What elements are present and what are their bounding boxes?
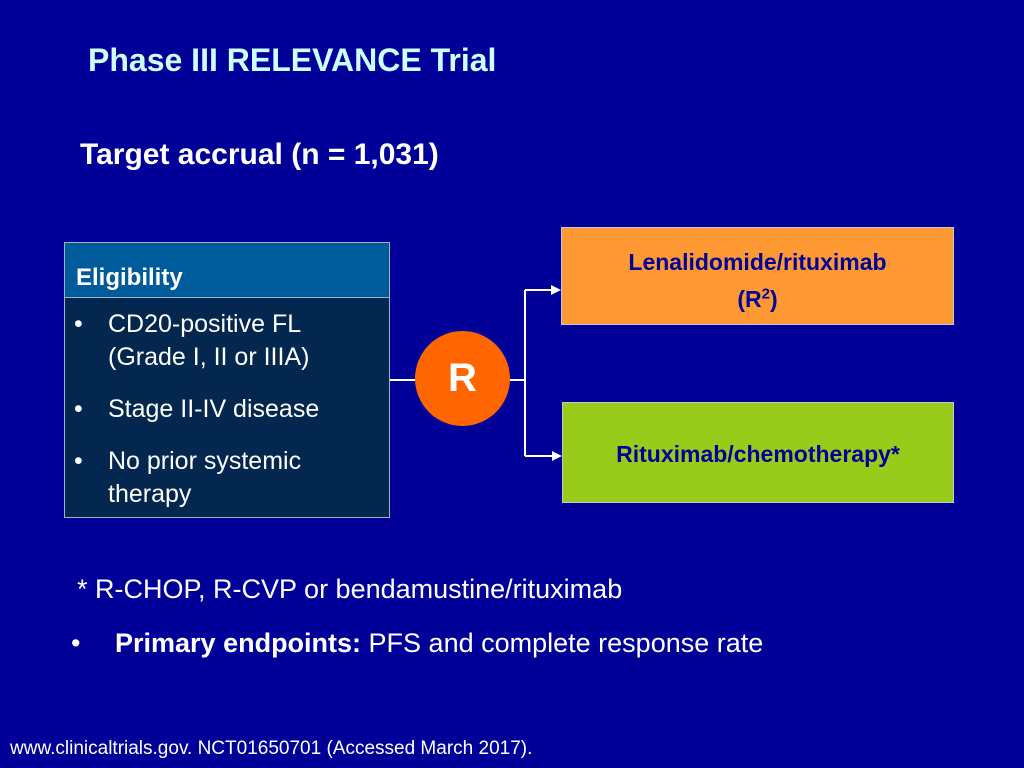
arm-lenalidomide-rituximab: Lenalidomide/rituximab (R2) [561, 227, 954, 325]
eligibility-item-line: (Grade I, II or IIIA) [108, 343, 310, 371]
eligibility-list: • CD20-positive FL (Grade I, II or IIIA)… [65, 298, 389, 511]
footnote: * R-CHOP, R-CVP or bendamustine/rituxima… [77, 574, 623, 604]
eligibility-item-line: therapy [108, 480, 192, 508]
bullet-icon: • [74, 395, 83, 423]
bullet-icon: • [74, 447, 83, 475]
eligibility-item-line: CD20-positive FL [108, 310, 302, 338]
primary-endpoints: • Primary endpoints: PFS and complete res… [71, 628, 763, 659]
randomization-circle: R [415, 331, 510, 426]
arrow-head-top-icon [551, 285, 561, 295]
bullet-icon: • [74, 310, 83, 338]
eligibility-item: • CD20-positive FL (Grade I, II or IIIA) [65, 308, 389, 374]
arm-label: Rituximab/chemotherapy* [616, 441, 900, 467]
slide-title: Phase III RELEVANCE Trial [88, 42, 497, 78]
eligibility-item: • Stage II-IV disease [65, 393, 389, 426]
arrow-head-bottom-icon [552, 451, 562, 461]
arm-label: Lenalidomide/rituximab [628, 249, 887, 275]
eligibility-box: Eligibility • CD20-positive FL (Grade I,… [64, 242, 390, 518]
eligibility-item: • No prior systemic therapy [65, 445, 389, 511]
target-accrual: Target accrual (n = 1,031) [80, 138, 439, 171]
endpoint-label: Primary endpoints: [115, 628, 362, 658]
bullet-icon: • [71, 628, 81, 658]
arm-rituximab-chemotherapy: Rituximab/chemotherapy* [562, 402, 954, 503]
eligibility-item-line: Stage II-IV disease [108, 395, 320, 423]
arm-abbrev: (R2) [737, 285, 778, 312]
endpoint-text: PFS and complete response rate [361, 628, 764, 658]
source-citation: www.clinicaltrials.gov. NCT01650701 (Acc… [10, 738, 533, 759]
eligibility-item-line: No prior systemic [108, 447, 302, 475]
eligibility-header: Eligibility [65, 243, 389, 298]
